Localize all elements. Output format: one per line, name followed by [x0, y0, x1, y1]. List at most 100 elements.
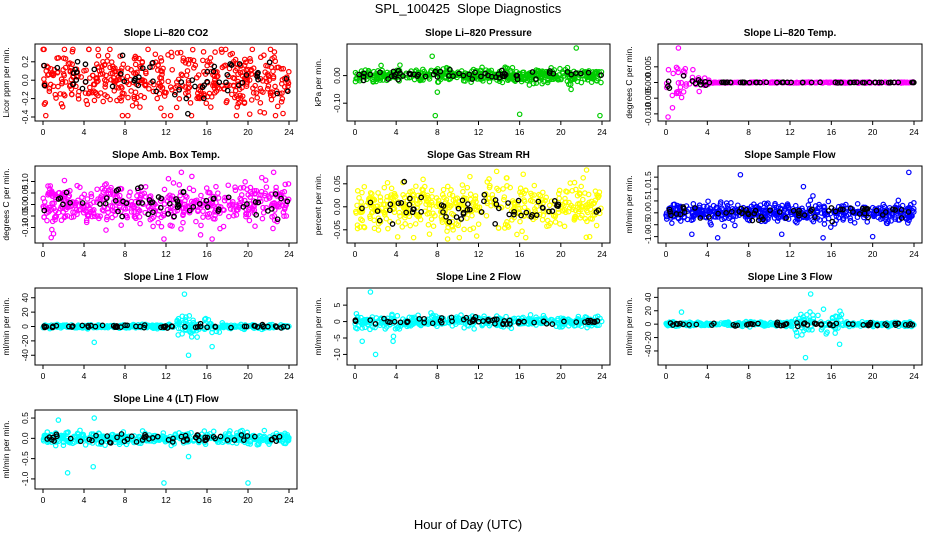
- data-point: [456, 234, 463, 241]
- data-point: [562, 199, 569, 206]
- data-point: [425, 199, 431, 205]
- hourly-point: [467, 319, 473, 326]
- y-tick-label: 0.0: [20, 432, 30, 444]
- data-point: [52, 213, 59, 219]
- hourly-point: [866, 322, 873, 328]
- data-point: [190, 57, 197, 64]
- data-point: [178, 71, 185, 78]
- hourly-point: [192, 83, 198, 90]
- data-point: [112, 212, 119, 218]
- data-point: [270, 225, 276, 232]
- data-point: [158, 58, 165, 64]
- data-point: [793, 329, 800, 336]
- panel-3: Slope Li–820 Temp.degrees C per min. -0.0…: [624, 28, 923, 137]
- data-point: [454, 69, 461, 75]
- data-point: [548, 198, 555, 204]
- y-tick-label: 20: [643, 306, 653, 316]
- data-point: [832, 330, 838, 336]
- hourly-point: [409, 209, 416, 216]
- data-point: [490, 74, 496, 81]
- data-point: [55, 83, 61, 90]
- data-point: [206, 90, 213, 97]
- hourly-point: [432, 68, 439, 75]
- hourly-point: [57, 195, 64, 201]
- hourly-point: [41, 62, 47, 69]
- data-point: [41, 76, 47, 82]
- outlier-point: [568, 86, 574, 93]
- data-point: [459, 182, 466, 188]
- data-point: [567, 180, 574, 186]
- data-point: [58, 217, 65, 224]
- data-point: [118, 208, 124, 215]
- data-point: [224, 82, 231, 88]
- data-point: [815, 312, 821, 319]
- data-point: [212, 216, 218, 222]
- data-point: [669, 220, 675, 226]
- y-tick-label: -20: [20, 334, 30, 347]
- hourly-point: [66, 323, 72, 330]
- data-point: [237, 92, 243, 99]
- data-point: [195, 207, 201, 213]
- data-point: [173, 104, 180, 111]
- data-point: [282, 204, 288, 211]
- data-point: [233, 112, 240, 119]
- x-tick-label: 24: [909, 127, 919, 137]
- data-point: [58, 101, 65, 107]
- data-point: [669, 92, 676, 99]
- hourly-point: [203, 197, 210, 204]
- data-point: [211, 80, 217, 86]
- data-point: [807, 309, 813, 315]
- hourly-point: [518, 212, 524, 219]
- hourly-point: [150, 78, 156, 85]
- data-point: [198, 192, 204, 199]
- hourly-point: [829, 218, 836, 225]
- data-point: [270, 75, 277, 81]
- data-point: [176, 95, 183, 102]
- hourly-point: [459, 197, 466, 204]
- data-point: [488, 202, 494, 209]
- hourly-point: [60, 201, 66, 208]
- hourly-point: [141, 324, 147, 331]
- hourly-point: [115, 208, 121, 215]
- data-point: [446, 191, 453, 198]
- data-point: [49, 193, 56, 199]
- hourly-point: [215, 208, 222, 214]
- outlier-point: [516, 111, 523, 118]
- y-axis-label: ml/min per min.: [624, 297, 634, 355]
- data-point: [272, 83, 278, 90]
- y-tick-label: 0.005: [643, 56, 653, 78]
- y-tick-label: 0.2: [20, 56, 30, 68]
- hourly-point: [481, 191, 488, 198]
- hourly-point: [157, 204, 164, 211]
- x-tick-label: 20: [868, 371, 878, 381]
- hourly-point: [400, 73, 406, 79]
- data-point: [533, 203, 540, 210]
- data-point: [104, 52, 111, 59]
- hourly-point: [488, 73, 495, 80]
- hourly-point: [421, 315, 427, 322]
- data-point: [149, 215, 155, 222]
- hourly-point: [153, 88, 160, 95]
- hourly-point: [210, 68, 217, 75]
- data-point: [159, 85, 166, 91]
- data-point: [128, 198, 135, 205]
- hourly-point: [693, 321, 700, 328]
- data-point: [439, 191, 446, 198]
- data-point: [124, 73, 131, 80]
- hourly-point: [514, 76, 521, 83]
- data-point: [232, 67, 239, 74]
- hourly-point: [376, 217, 383, 224]
- data-point: [407, 222, 414, 229]
- data-point: [556, 324, 563, 330]
- data-point: [217, 225, 223, 232]
- data-point: [369, 191, 375, 197]
- data-point: [143, 70, 149, 77]
- x-tick-label: 8: [746, 371, 751, 381]
- data-point: [555, 315, 561, 322]
- data-point: [132, 53, 139, 60]
- panel-title: Slope Line 3 Flow: [748, 272, 833, 283]
- hourly-point: [438, 315, 445, 321]
- data-point: [271, 200, 278, 206]
- hourly-point: [753, 79, 759, 86]
- hourly-point: [546, 70, 553, 76]
